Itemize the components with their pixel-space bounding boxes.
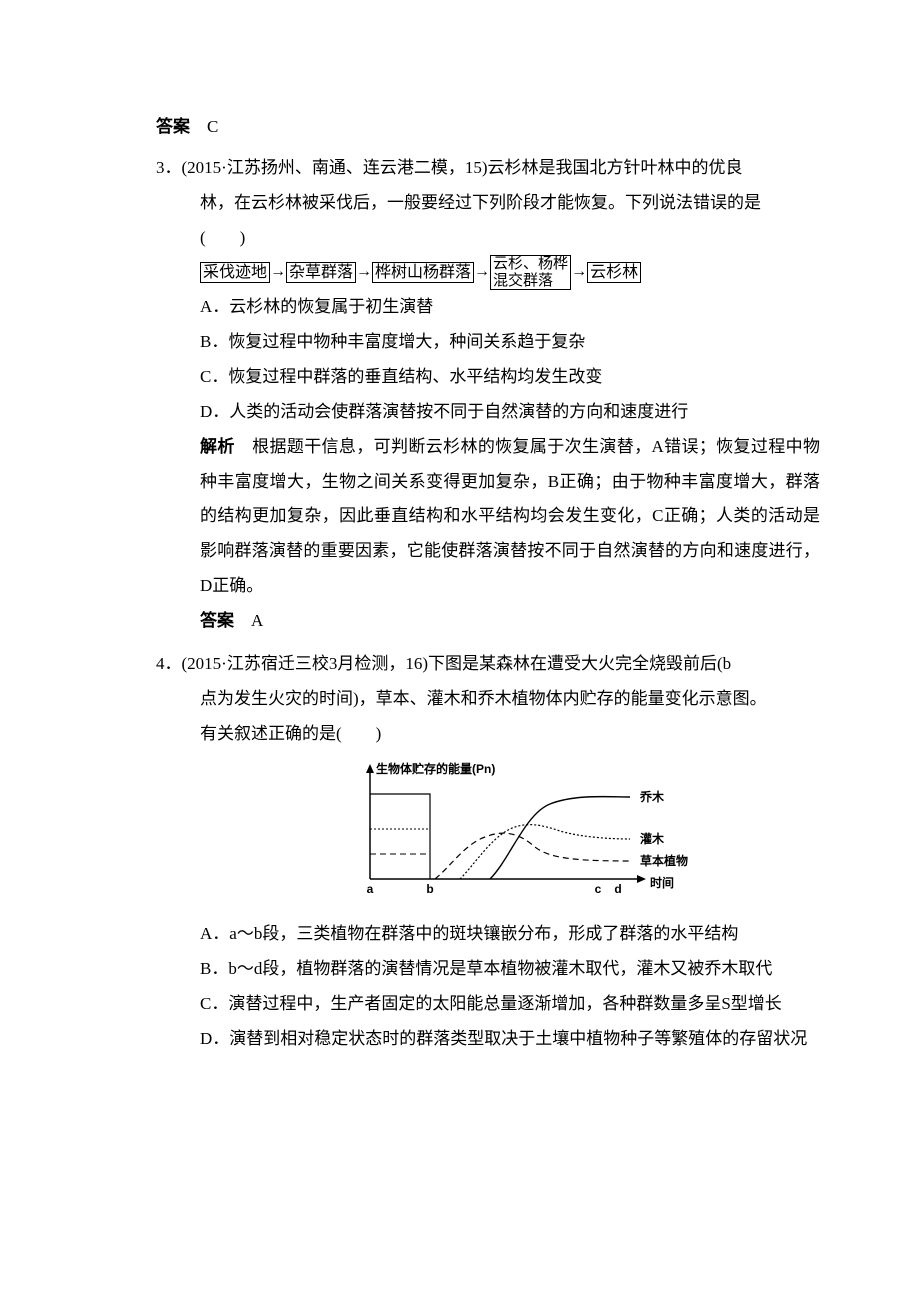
q3-answer: 答案 A: [200, 604, 820, 639]
q3-flowchart: 采伐迹地→杂草群落→桦树山杨群落→云杉、杨桦混交群落→云杉林: [200, 255, 820, 290]
explain-label: 解析: [200, 437, 235, 456]
legend-tree: 乔木: [639, 789, 665, 804]
flow-node-4: 云杉、杨桦混交群落: [490, 255, 571, 290]
q4-option-b: B．b～d段，植物群落的演替情况是草本植物被灌木取代，灌木又被乔木取代: [220, 952, 820, 987]
question-4: 4．(2015·江苏宿迁三校3月检测，16)下图是某森林在遭受大火完全烧毁前后(…: [100, 647, 820, 1057]
q4-option-d: D．演替到相对稳定状态时的群落类型取决于土壤中植物种子等繁殖体的存留状况: [220, 1022, 820, 1057]
q3-explain-text: 根据题干信息，可判断云杉林的恢复属于次生演替，A错误；恢复过程中物种丰富度增大，…: [200, 437, 820, 595]
xtick-d: d: [614, 882, 621, 896]
flow-node-3: 桦树山杨群落: [372, 262, 474, 283]
xtick-c: c: [595, 882, 602, 896]
arrow-icon: →: [474, 264, 490, 281]
q3-source: (2015·江苏扬州、南通、连云港二模，15): [182, 158, 488, 177]
q4-stem1-text: 下图是某森林在遭受大火完全烧毁前后(b: [428, 654, 731, 673]
flow-node-4a: 云杉、杨桦: [493, 256, 568, 273]
flow-node-2: 杂草群落: [286, 262, 356, 283]
question-3: 3．(2015·江苏扬州、南通、连云港二模，15)云杉林是我国北方针叶林中的优良…: [100, 151, 820, 639]
legend-herb: 草本植物: [640, 853, 688, 868]
xtick-a: a: [367, 882, 374, 896]
q4-source: (2015·江苏宿迁三校3月检测，16): [182, 654, 428, 673]
chart-ylabel: 生物体贮存的能量(Pn): [376, 761, 495, 776]
q2-answer-value: C: [207, 117, 218, 136]
q4-number: 4．: [156, 654, 182, 673]
arrow-icon: →: [571, 264, 587, 281]
arrow-icon: →: [270, 264, 286, 281]
q3-answer-value: A: [251, 611, 263, 630]
q3-stem-1: 3．(2015·江苏扬州、南通、连云港二模，15)云杉林是我国北方针叶林中的优良: [200, 151, 820, 186]
q4-stem-2: 点为发生火灾的时间)，草本、灌木和乔木植物体内贮存的能量变化示意图。: [200, 682, 820, 717]
q3-number: 3．: [156, 158, 182, 177]
q3-option-a: A．云杉林的恢复属于初生演替: [200, 290, 820, 325]
q4-energy-chart: 生物体贮存的能量(Pn) 时间 乔木 灌木 草本植物 a b c d: [340, 759, 700, 909]
q4-option-a: A．a～b段，三类植物在群落中的斑块镶嵌分布，形成了群落的水平结构: [200, 917, 820, 952]
q3-explain: 解析 根据题干信息，可判断云杉林的恢复属于次生演替，A错误；恢复过程中物种丰富度…: [200, 430, 820, 604]
legend-shrub: 灌木: [639, 831, 665, 846]
q3-option-d: D．人类的活动会使群落演替按不同于自然演替的方向和速度进行: [200, 395, 820, 430]
answer-label: 答案: [200, 611, 234, 630]
q4-stem-3: 有关叙述正确的是( ): [200, 717, 820, 752]
arrow-icon: →: [356, 264, 372, 281]
q4-stem-1: 4．(2015·江苏宿迁三校3月检测，16)下图是某森林在遭受大火完全烧毁前后(…: [200, 647, 820, 682]
q3-stem-3: ( ): [200, 221, 820, 256]
answer-label: 答案: [156, 117, 190, 136]
q3-stem1-text: 云杉林是我国北方针叶林中的优良: [487, 158, 742, 177]
q2-answer: 答案 C: [156, 110, 820, 145]
q3-option-b: B．恢复过程中物种丰富度增大，种间关系趋于复杂: [200, 325, 820, 360]
flow-node-1: 采伐迹地: [200, 262, 270, 283]
chart-xlabel: 时间: [650, 875, 674, 890]
q3-stem-2: 林，在云杉林被采伐后，一般要经过下列阶段才能恢复。下列说法错误的是: [200, 186, 820, 221]
flow-node-4b: 混交群落: [493, 273, 568, 290]
q3-option-c: C．恢复过程中群落的垂直结构、水平结构均发生改变: [200, 360, 820, 395]
q4-option-c: C．演替过程中，生产者固定的太阳能总量逐渐增加，各种群数量多呈S型增长: [220, 987, 820, 1022]
flow-node-5: 云杉林: [587, 262, 641, 283]
xtick-b: b: [426, 882, 433, 896]
